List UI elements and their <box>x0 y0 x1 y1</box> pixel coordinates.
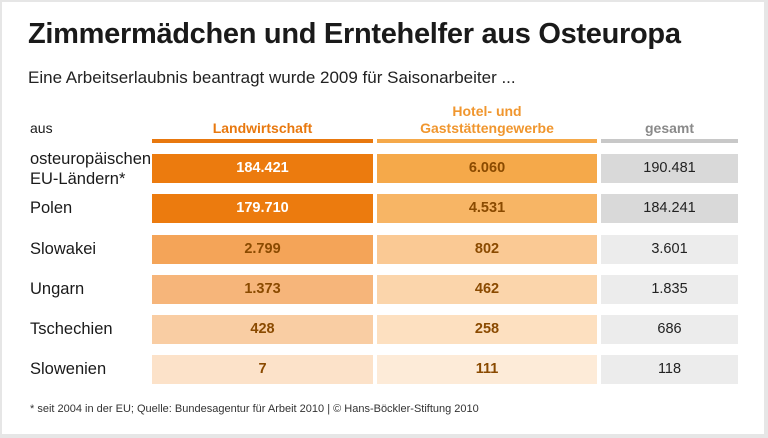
column-header-bar <box>601 139 738 143</box>
table-cell: 184.241 <box>601 194 738 223</box>
page-title: Zimmermädchen und Erntehelfer aus Osteur… <box>28 18 681 50</box>
table-cell: 1.835 <box>601 275 738 304</box>
row-label: Polen <box>30 198 72 218</box>
table-cell: 2.799 <box>152 235 373 264</box>
table-cell: 428 <box>152 315 373 344</box>
table-cell: 118 <box>601 355 738 384</box>
subtitle: Eine Arbeitserlaubnis beantragt wurde 20… <box>28 68 516 87</box>
row-label: osteuropäischen EU-Ländern* <box>30 149 151 189</box>
column-header: gesamt <box>601 120 738 137</box>
table-cell: 462 <box>377 275 597 304</box>
table-cell: 184.421 <box>152 154 373 183</box>
row-label-line: Slowenien <box>30 360 107 378</box>
table-cell: 1.373 <box>152 275 373 304</box>
column-header: Hotel- und Gaststättengewerbe <box>377 103 597 137</box>
table-cell: 179.710 <box>152 194 373 223</box>
column-header-bar <box>152 139 373 143</box>
table-cell: 190.481 <box>601 154 738 183</box>
row-label-line: Polen <box>30 199 73 217</box>
table-cell: 111 <box>377 355 597 384</box>
column-header-line: gesamt <box>644 120 695 136</box>
footnote: * seit 2004 in der EU; Quelle: Bundesage… <box>30 403 479 415</box>
table-cell: 4.531 <box>377 194 597 223</box>
row-label-line: Slowakei <box>30 240 97 258</box>
row-label: Slowenien <box>30 359 106 379</box>
row-label-line: EU-Ländern* <box>30 170 126 188</box>
row-label-line: Tschechien <box>30 320 113 338</box>
row-label: Tschechien <box>30 319 113 339</box>
column-header-bar <box>377 139 597 143</box>
table-cell: 686 <box>601 315 738 344</box>
column-header-line: Landwirtschaft <box>212 120 313 136</box>
table-cell: 3.601 <box>601 235 738 264</box>
table-cell: 6.060 <box>377 154 597 183</box>
table-cell: 7 <box>152 355 373 384</box>
column-header-line: Gaststättengewerbe <box>420 120 554 136</box>
column-header-line: Hotel- und <box>452 103 522 119</box>
column-header: Landwirtschaft <box>152 120 373 137</box>
row-label: Slowakei <box>30 239 96 259</box>
row-label-line: Ungarn <box>30 280 85 298</box>
table-cell: 258 <box>377 315 597 344</box>
row-header-label: aus <box>30 120 53 136</box>
row-label-line: osteuropäischen <box>30 150 152 168</box>
row-label: Ungarn <box>30 279 84 299</box>
table-cell: 802 <box>377 235 597 264</box>
